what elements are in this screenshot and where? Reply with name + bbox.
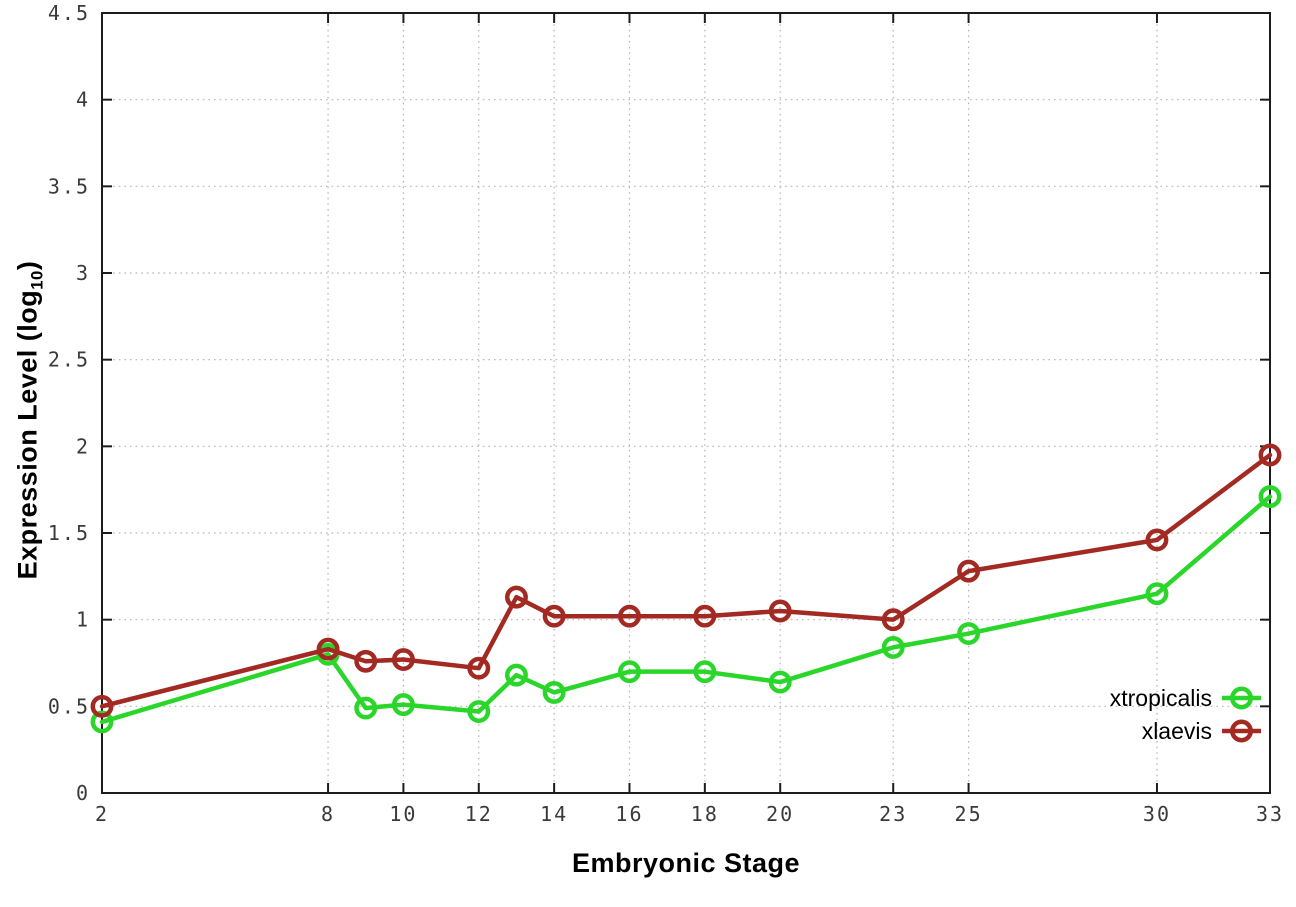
data-point-xlaevis-16 [618,604,641,628]
y-tick-label-0.5: 0.5 [48,694,90,718]
x-axis-title: Embryonic Stage [571,848,801,878]
x-tick-label-8: 8 [321,802,335,826]
data-point-xtropicalis-9 [354,696,378,720]
x-tick-label-12: 12 [465,802,493,826]
series-line-xlaevis [99,452,1273,709]
y-tick-label-1: 1 [76,608,90,632]
y-tick-label-4: 4 [76,88,90,112]
data-point-xlaevis-18 [693,604,717,628]
data-point-xtropicalis-25 [957,622,981,645]
data-point-xtropicalis-18 [693,660,717,684]
x-tick-label-16: 16 [615,802,643,826]
data-point-xlaevis-12 [467,656,491,680]
x-tick-label-30: 30 [1143,802,1171,826]
legend-marker-xlaevis [1230,719,1253,743]
data-point-xtropicalis-14 [542,681,566,704]
y-tick-label-3: 3 [76,261,90,285]
data-point-xtropicalis-16 [618,660,641,684]
data-point-xlaevis-8 [316,637,340,661]
plot-border [101,12,1271,794]
y-tick-label-1.5: 1.5 [48,521,90,545]
x-tick-label-14: 14 [540,802,568,826]
data-point-xtropicalis-20 [768,670,792,694]
data-point-xtropicalis-30 [1145,582,1169,606]
legend-label-xlaevis: xlaevis [1142,718,1212,744]
x-tick-label-10: 10 [389,802,417,826]
data-point-xlaevis-20 [768,599,792,623]
y-axis-title-suffix: ) [12,260,43,271]
data-point-xlaevis-13 [505,585,528,609]
data-point-xtropicalis-10 [391,693,415,717]
y-axis-title-text: Expression Level (log [12,289,43,580]
data-point-xtropicalis-13 [505,663,528,687]
x-tick-label-25: 25 [955,802,983,826]
data-point-xtropicalis-23 [881,635,905,659]
x-tick-label-20: 20 [766,802,794,826]
y-tick-label-2: 2 [76,434,90,458]
data-point-xlaevis-10 [391,648,415,671]
x-tick-label-23: 23 [879,802,907,826]
legend-marker-xtropicalis [1230,686,1253,710]
x-tick-label-2: 2 [95,802,109,826]
data-point-xtropicalis-33 [1258,485,1282,509]
legend-label-xtropicalis: xtropicalis [1110,685,1212,711]
data-point-xlaevis-2 [90,694,114,718]
data-point-xlaevis-14 [542,604,566,628]
y-axis-title-subscript: 10 [27,270,47,290]
data-point-xlaevis-23 [881,608,905,632]
y-tick-label-0: 0 [76,781,90,805]
data-point-xtropicalis-2 [90,710,114,734]
data-point-xtropicalis-12 [467,700,491,723]
data-point-xlaevis-30 [1145,528,1169,552]
data-point-xlaevis-9 [354,649,378,673]
series-line-xtropicalis [99,494,1273,725]
y-axis-title: Expression Level (log10) [12,261,47,580]
x-tick-label-33: 33 [1256,802,1284,826]
y-tick-label-2.5: 2.5 [48,348,90,372]
y-tick-label-3.5: 3.5 [48,174,90,198]
y-tick-label-4.5: 4.5 [48,1,90,25]
x-tick-label-18: 18 [691,802,719,826]
data-point-xlaevis-25 [957,559,981,583]
data-point-xlaevis-33 [1258,443,1282,467]
